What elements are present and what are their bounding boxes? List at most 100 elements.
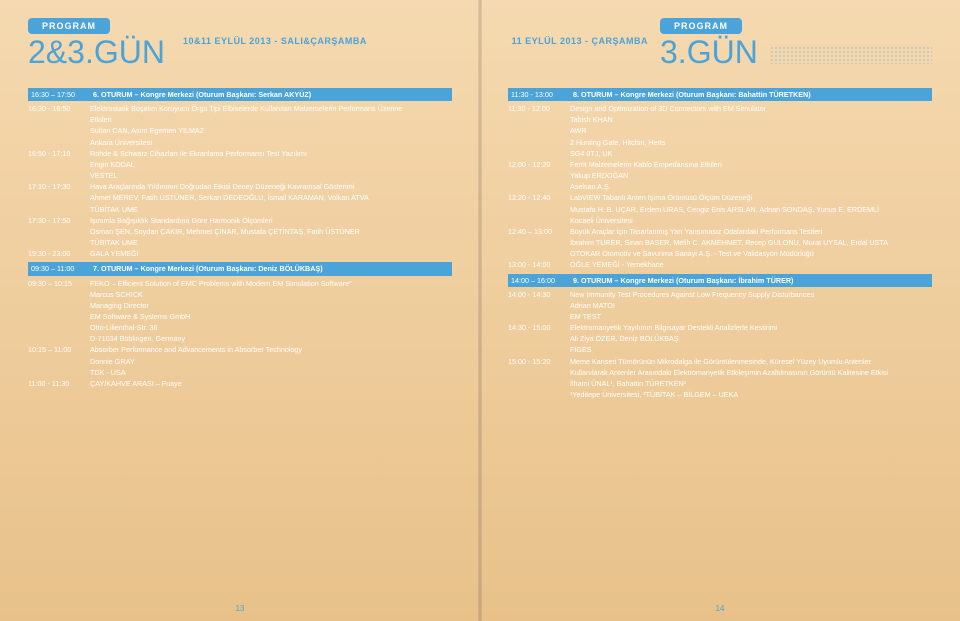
item-line: Ferrit Malzemelerin Kablo Empedansına Et… xyxy=(570,159,932,170)
item-content: LabVIEW Tabanlı Anten Işıma Örüntüsü Ölç… xyxy=(570,192,932,225)
schedule-item: 19:30 - 23:00GALA YEMEĞİ xyxy=(28,248,452,259)
item-line: İlhami ÜNAL¹, Bahattin TÜRETKEN² xyxy=(570,378,932,389)
session-header: 11:30 - 13:008. OTURUM – Kongre Merkezi … xyxy=(508,88,932,101)
time-range: 13:00 - 14:00 xyxy=(508,259,570,270)
item-line: Elektromanyetik Yayılımın Bilgisayar Des… xyxy=(570,322,932,333)
item-line: Sultan CAN, Asım Egemen YILMAZ xyxy=(90,125,452,136)
date-line: 11 EYLÜL 2013 - ÇARŞAMBA xyxy=(512,36,648,46)
item-line: EM Software & Systems GmbH xyxy=(90,311,452,322)
session-title: 7. OTURUM – Kongre Merkezi (Oturum Başka… xyxy=(93,263,449,274)
item-content: Hava Araçlarında Yıldırımın Doğrudan Etk… xyxy=(90,181,452,214)
time-range: 11:00 - 11:30 xyxy=(28,378,90,389)
page-number: 13 xyxy=(236,604,245,613)
session-title: 6. OTURUM – Kongre Merkezi (Oturum Başka… xyxy=(93,89,449,100)
item-content: Büyük Araçlar İçin Tasarlanmış Yarı Yans… xyxy=(570,226,932,259)
time-range: 15:00 - 15:20 xyxy=(508,356,570,401)
schedule-item: 13:00 - 14:00ÖĞLE YEMEĞİ - Yemekhane xyxy=(508,259,932,270)
item-line: Yakup ERDOĞAN xyxy=(570,170,932,181)
item-content: New Immunity Test Procedures Against Low… xyxy=(570,289,932,322)
item-line: Design and Optimization of 3D Connectors… xyxy=(570,103,932,114)
time-range: 12:40 – 13:00 xyxy=(508,226,570,259)
schedule-left: 16:30 – 17:506. OTURUM – Kongre Merkezi … xyxy=(28,88,452,389)
time-range: 16:30 - 16:50 xyxy=(28,103,90,148)
schedule-item: 15:00 - 15:20Meme Kanseri Tümörünün Mikr… xyxy=(508,356,932,401)
item-content: Elektromanyetik Yayılımın Bilgisayar Des… xyxy=(570,322,932,355)
session-header: 09:30 – 11:007. OTURUM – Kongre Merkezi … xyxy=(28,262,452,275)
item-content: ÇAY/KAHVE ARASI – Fuaye xyxy=(90,378,452,389)
schedule-item: 12:40 – 13:00Büyük Araçlar İçin Tasarlan… xyxy=(508,226,932,259)
item-line: D-71034 Böblingen, Germany xyxy=(90,333,452,344)
item-line: SG4 0TJ, UK xyxy=(570,148,932,159)
item-line: Aselsan A.Ş. xyxy=(570,181,932,192)
item-line: FIGES xyxy=(570,344,932,355)
schedule-item: 12:20 - 12:40LabVIEW Tabanlı Anten Işıma… xyxy=(508,192,932,225)
item-line: ¹Yeditepe Üniversitesi, ²TÜBİTAK – BİLGE… xyxy=(570,389,932,400)
item-line: LabVIEW Tabanlı Anten Işıma Örüntüsü Ölç… xyxy=(570,192,932,203)
session-title: 8. OTURUM – Kongre Merkezi (Oturum Başka… xyxy=(573,89,929,100)
page-right: PROGRAM 3.GÜN 11 EYLÜL 2013 - ÇARŞAMBA 1… xyxy=(480,0,960,621)
item-line: Etkileri xyxy=(90,114,452,125)
schedule-item: 16:30 - 16:50Elektrostatik Boşalım Koruy… xyxy=(28,103,452,148)
item-line: Ali Ziya ÖZER, Deniz BÖLÜKBAŞ xyxy=(570,333,932,344)
time-range: 19:30 - 23:00 xyxy=(28,248,90,259)
schedule-item: 10:15 – 11:00Absorber Performance and Ad… xyxy=(28,344,452,377)
item-content: Meme Kanseri Tümörünün Mikrodalga ile Gö… xyxy=(570,356,932,401)
time-range: 17:10 - 17:30 xyxy=(28,181,90,214)
item-line: Managing Director xyxy=(90,300,452,311)
page-gutter xyxy=(478,0,482,621)
time-range: 16:50 - 17:10 xyxy=(28,148,90,181)
time-range: 17:30 - 17:50 xyxy=(28,215,90,248)
item-content: Işınımla Bağışıklık Standardına Göre Har… xyxy=(90,215,452,248)
page-number: 14 xyxy=(716,604,725,613)
session-title: 9. OTURUM – Kongre Merkezi (Oturum Başka… xyxy=(573,275,929,286)
header-right: PROGRAM 3.GÜN 11 EYLÜL 2013 - ÇARŞAMBA xyxy=(508,18,932,68)
item-line: Marcus SCHICK xyxy=(90,289,452,300)
header-left: PROGRAM 2&3.GÜN 10&11 EYLÜL 2013 - SALI&… xyxy=(28,18,452,68)
item-line: TÜBİTAK UME xyxy=(90,204,452,215)
item-content: Elektrostatik Boşalım Koruyucu Örgü Tipi… xyxy=(90,103,452,148)
item-content: ÖĞLE YEMEĞİ - Yemekhane xyxy=(570,259,932,270)
item-line: Kullanılarak Antenler Arasındaki Elektro… xyxy=(570,367,932,378)
item-line: 2 Hunting Gate, Hitchin, Herts xyxy=(570,137,932,148)
item-content: GALA YEMEĞİ xyxy=(90,248,452,259)
program-badge: PROGRAM xyxy=(660,18,742,34)
item-line: Işınımla Bağışıklık Standardına Göre Har… xyxy=(90,215,452,226)
item-line: New Immunity Test Procedures Against Low… xyxy=(570,289,932,300)
time-range: 11:30 - 12:00 xyxy=(508,103,570,159)
item-content: Rohde & Schwarz Cihazları ile Ekranlama … xyxy=(90,148,452,181)
schedule-item: 12:00 - 12:20Ferrit Malzemelerin Kablo E… xyxy=(508,159,932,192)
item-content: Absorber Performance and Advancements in… xyxy=(90,344,452,377)
item-line: GALA YEMEĞİ xyxy=(90,248,452,259)
item-content: FEKO – Efficient Solution of EMC Problem… xyxy=(90,278,452,345)
item-line: TÜBİTAK UME xyxy=(90,237,452,248)
time-range: 14:00 – 16:00 xyxy=(511,275,573,286)
item-line: TDK - USA xyxy=(90,367,452,378)
item-line: ÇAY/KAHVE ARASI – Fuaye xyxy=(90,378,452,389)
item-line: VESTEL xyxy=(90,170,452,181)
time-range: 09:30 – 11:00 xyxy=(31,263,93,274)
schedule-item: 17:10 - 17:30Hava Araçlarında Yıldırımın… xyxy=(28,181,452,214)
item-line: AWR xyxy=(570,125,932,136)
day-title: 3.GÜN xyxy=(660,36,758,68)
item-line: Otto-Lilienthal-Str. 36 xyxy=(90,322,452,333)
time-range: 14:30 - 15:00 xyxy=(508,322,570,355)
item-content: Design and Optimization of 3D Connectors… xyxy=(570,103,932,159)
item-line: ÖĞLE YEMEĞİ - Yemekhane xyxy=(570,259,932,270)
item-line: Kocaeli Üniversitesi xyxy=(570,215,932,226)
time-range: 10:15 – 11:00 xyxy=(28,344,90,377)
page-left: PROGRAM 2&3.GÜN 10&11 EYLÜL 2013 - SALI&… xyxy=(0,0,480,621)
item-line: Meme Kanseri Tümörünün Mikrodalga ile Gö… xyxy=(570,356,932,367)
schedule-item: 14:00 - 14:30New Immunity Test Procedure… xyxy=(508,289,932,322)
item-line: OTOKAR Otomotiv ve Savunma Sanayi A.Ş. -… xyxy=(570,248,932,259)
item-line: Ankara Üniversitesi xyxy=(90,137,452,148)
item-line: Adrian MATOI xyxy=(570,300,932,311)
time-range: 14:00 - 14:30 xyxy=(508,289,570,322)
item-line: Osman ŞEN, Soydan ÇAKIR, Mehmet ÇINAR, M… xyxy=(90,226,452,237)
item-line: Büyük Araçlar İçin Tasarlanmış Yarı Yans… xyxy=(570,226,932,237)
session-header: 16:30 – 17:506. OTURUM – Kongre Merkezi … xyxy=(28,88,452,101)
date-line: 10&11 EYLÜL 2013 - SALI&ÇARŞAMBA xyxy=(183,36,367,46)
program-badge: PROGRAM xyxy=(28,18,110,34)
item-line: Rohde & Schwarz Cihazları ile Ekranlama … xyxy=(90,148,452,159)
session-header: 14:00 – 16:009. OTURUM – Kongre Merkezi … xyxy=(508,274,932,287)
schedule-item: 11:30 - 12:00Design and Optimization of … xyxy=(508,103,932,159)
